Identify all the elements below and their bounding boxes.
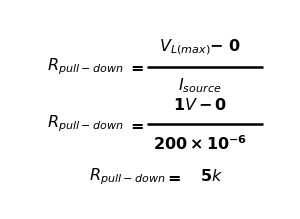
Text: $\mathbf{\mathit{R}}_{\mathbf{\mathit{pull-down}}}$: $\mathbf{\mathit{R}}_{\mathbf{\mathit{pu…: [47, 114, 124, 134]
Text: $\mathbf{5\mathit{k}}$: $\mathbf{5\mathit{k}}$: [200, 168, 223, 184]
Text: $\mathbf{\mathit{I}}_{\mathbf{\mathit{source}}}$: $\mathbf{\mathit{I}}_{\mathbf{\mathit{so…: [178, 77, 222, 95]
Text: $\mathbf{200 \times 10^{-6}}$: $\mathbf{200 \times 10^{-6}}$: [153, 134, 247, 153]
Text: $\mathbf{\mathit{V}}_{\mathbf{\mathit{L(max)}}} \mathbf{-\ 0}$: $\mathbf{\mathit{V}}_{\mathbf{\mathit{L(…: [159, 38, 241, 57]
Text: $\mathbf{=}$: $\mathbf{=}$: [164, 169, 181, 184]
Text: $\mathbf{=}$: $\mathbf{=}$: [127, 59, 144, 74]
Text: $\mathbf{\mathit{R}}_{\mathbf{\mathit{pull-down}}}$: $\mathbf{\mathit{R}}_{\mathbf{\mathit{pu…: [89, 166, 166, 187]
Text: $\mathbf{1\mathit{V} - 0}$: $\mathbf{1\mathit{V} - 0}$: [173, 97, 227, 113]
Text: $\mathbf{\mathit{R}}_{\mathbf{\mathit{pull-down}}}$: $\mathbf{\mathit{R}}_{\mathbf{\mathit{pu…: [47, 57, 124, 77]
Text: $\mathbf{=}$: $\mathbf{=}$: [127, 117, 144, 132]
